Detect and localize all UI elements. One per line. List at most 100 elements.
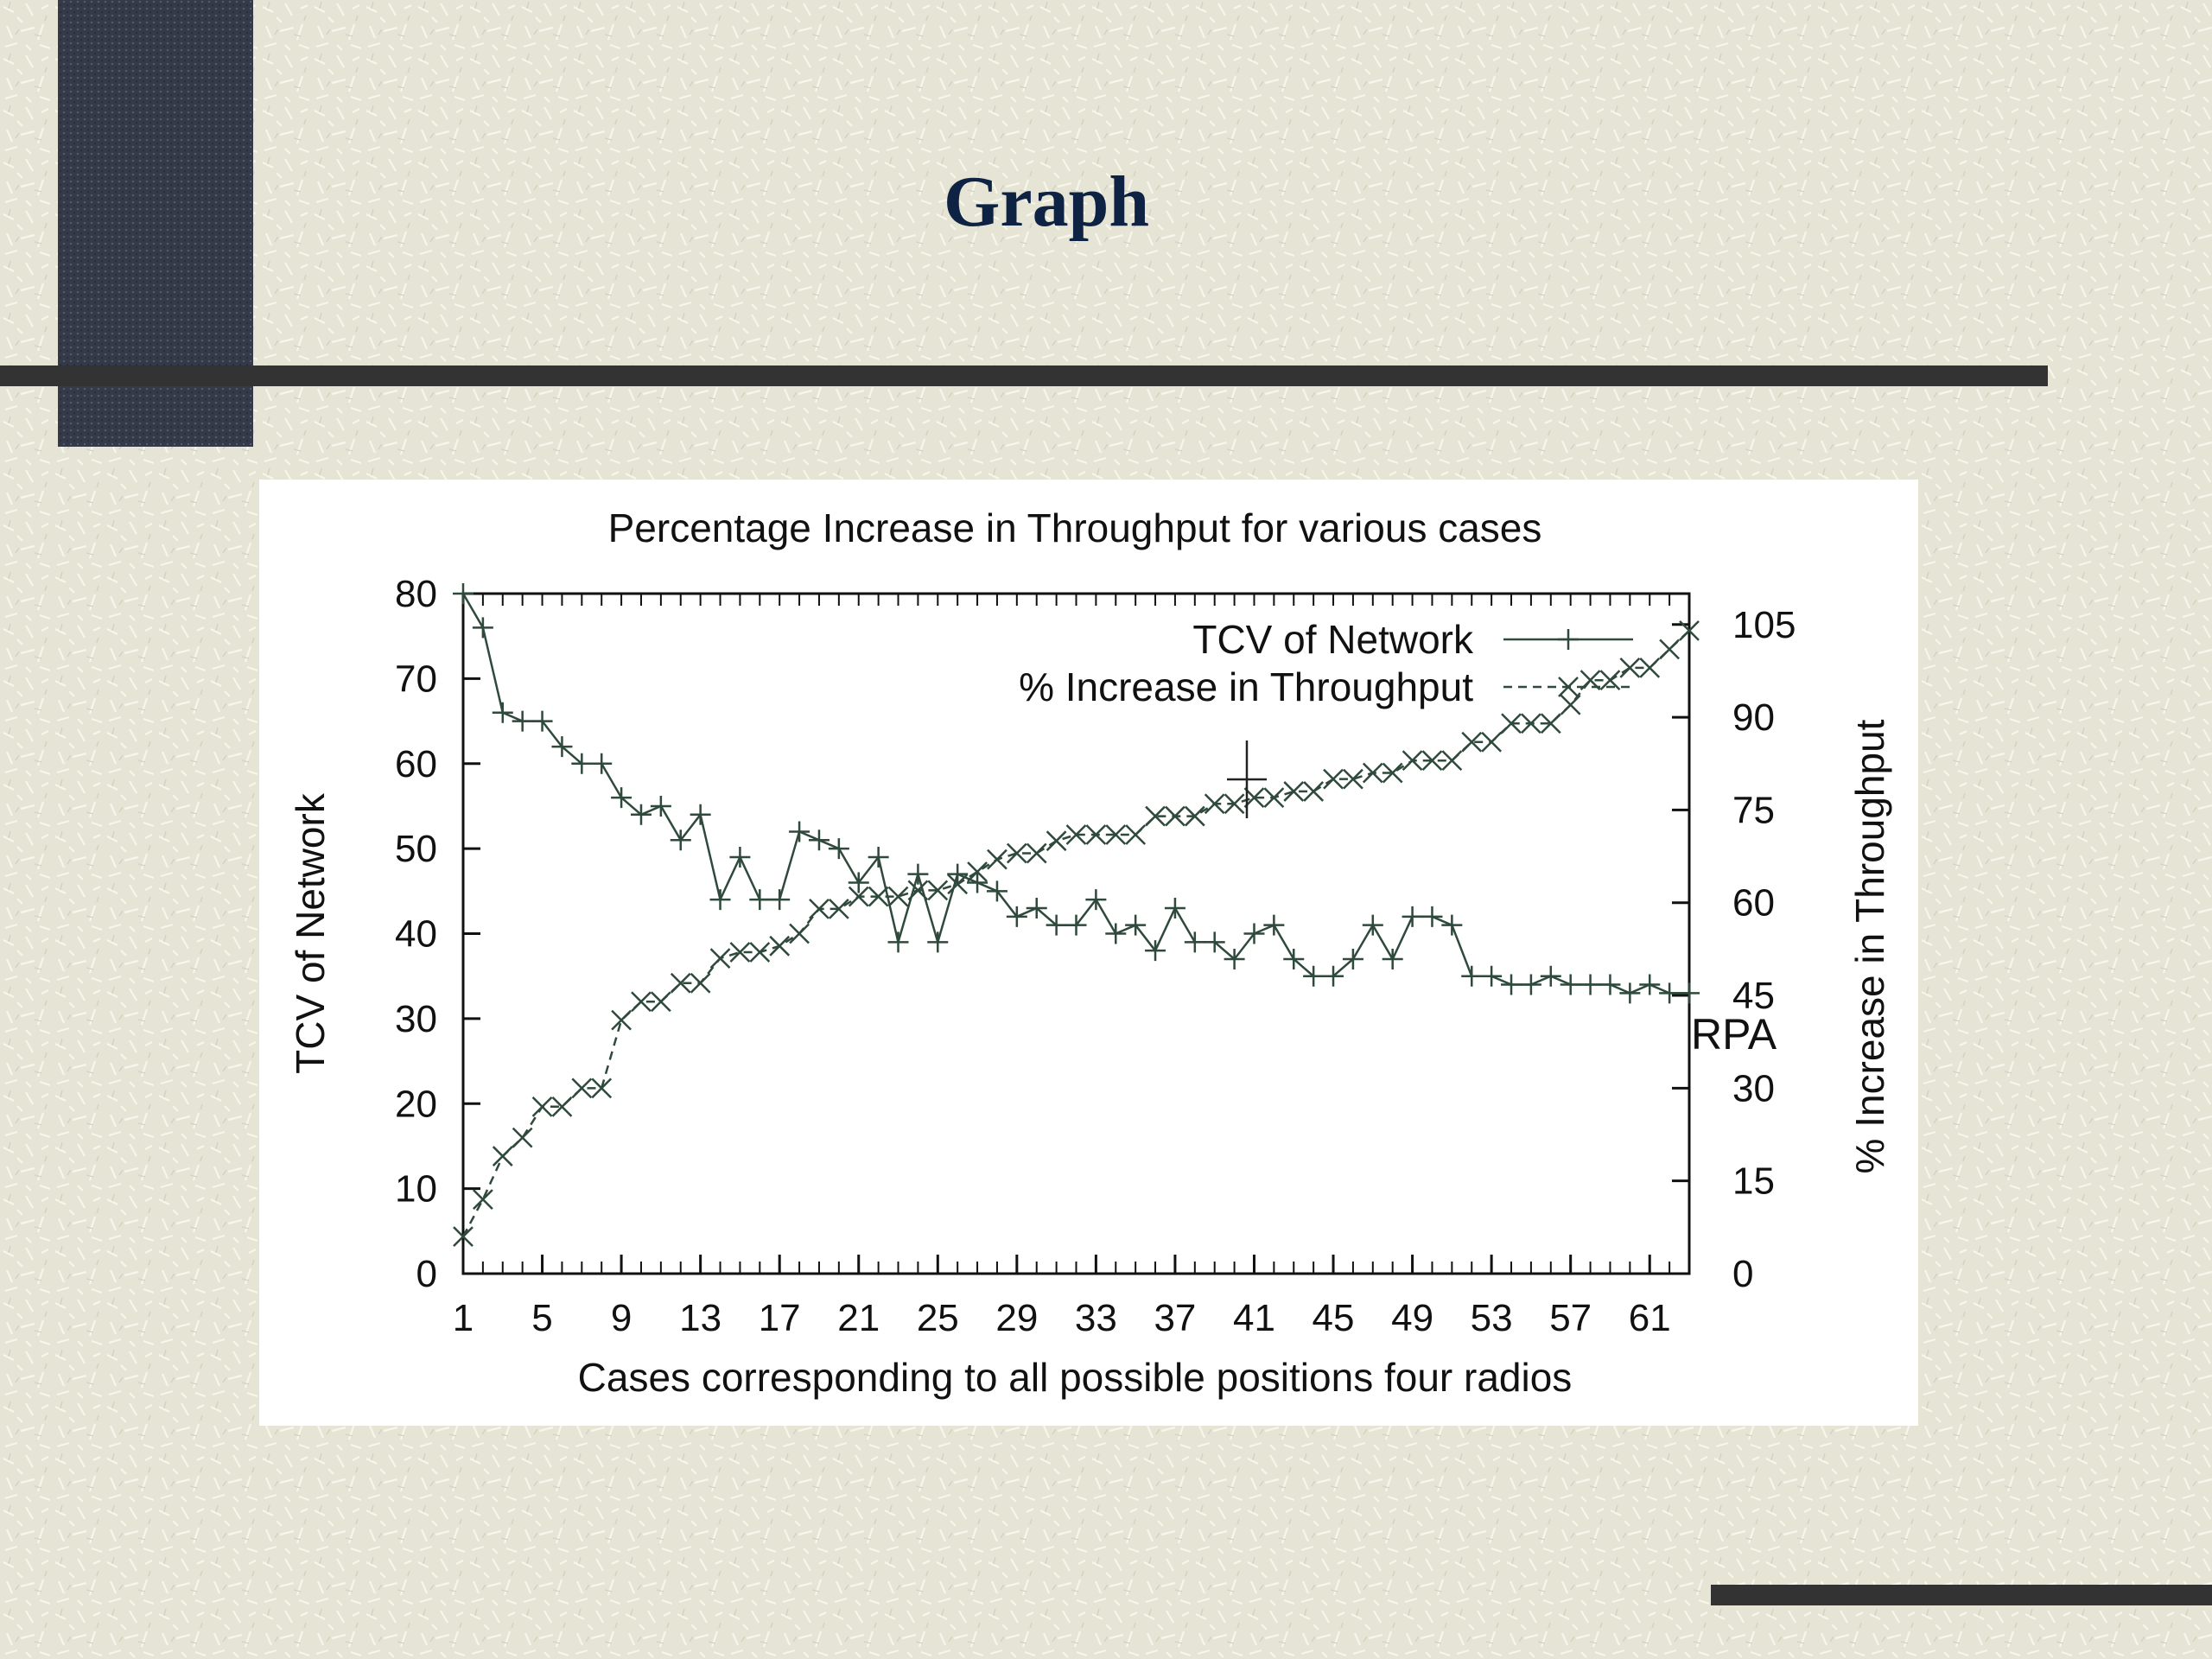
throughput-data-point bbox=[789, 923, 810, 944]
tcv-data-point bbox=[868, 846, 889, 868]
throughput-data-point bbox=[670, 972, 691, 994]
throughput-data-point bbox=[631, 991, 652, 1013]
x-tick-label: 1 bbox=[453, 1297, 474, 1339]
throughput-data-point bbox=[987, 849, 1007, 870]
y-right-tick-label: 45 bbox=[1732, 975, 1775, 1017]
tcv-data-point bbox=[1243, 923, 1265, 944]
throughput-data-point bbox=[769, 935, 791, 957]
throughput-data-point bbox=[749, 942, 771, 963]
throughput-data-point bbox=[591, 1077, 613, 1099]
throughput-data-point bbox=[1105, 824, 1127, 845]
throughput-data-point bbox=[1204, 793, 1225, 815]
tcv-data-point bbox=[611, 787, 632, 809]
legend-marker-plus bbox=[1558, 629, 1579, 650]
tcv-data-point bbox=[887, 931, 909, 953]
y-left-axis-label: TCV of Network bbox=[288, 792, 333, 1074]
throughput-data-point bbox=[1461, 731, 1483, 753]
throughput-data-point bbox=[848, 886, 869, 907]
tcv-data-point bbox=[453, 583, 474, 604]
crosshair-cursor-icon bbox=[1227, 741, 1267, 818]
throughput-data-point bbox=[473, 1189, 493, 1211]
throughput-data-point bbox=[927, 880, 949, 901]
throughput-data-point bbox=[907, 880, 929, 901]
tcv-data-point bbox=[789, 821, 810, 842]
legend-marker-x bbox=[1558, 677, 1579, 697]
tcv-data-point bbox=[551, 736, 573, 758]
x-tick-label: 9 bbox=[611, 1297, 632, 1339]
tcv-data-point bbox=[492, 702, 513, 723]
x-tick-label: 41 bbox=[1233, 1297, 1275, 1339]
tcv-data-point bbox=[1421, 906, 1443, 927]
throughput-data-point bbox=[650, 991, 671, 1013]
tcv-data-point bbox=[1204, 931, 1225, 953]
throughput-data-point bbox=[1145, 805, 1166, 827]
throughput-data-point bbox=[1006, 842, 1027, 864]
y-right-tick-label: 0 bbox=[1732, 1253, 1753, 1295]
throughput-data-point bbox=[729, 942, 751, 963]
throughput-data-point bbox=[1165, 805, 1185, 827]
tcv-data-point bbox=[808, 830, 830, 851]
y-right-tick-label: 30 bbox=[1732, 1067, 1775, 1109]
throughput-data-point bbox=[1283, 781, 1305, 802]
throughput-data-point bbox=[947, 874, 969, 895]
tcv-data-point bbox=[571, 753, 593, 774]
tcv-data-point bbox=[1224, 949, 1245, 970]
tcv-data-point bbox=[1164, 897, 1185, 918]
slide-title: Graph bbox=[944, 162, 1150, 242]
y-right-tick-label: 15 bbox=[1732, 1160, 1775, 1203]
tcv-data-point bbox=[1520, 974, 1541, 995]
tcv-data-point bbox=[1085, 889, 1107, 911]
x-tick-label: 33 bbox=[1075, 1297, 1117, 1339]
y-left-tick-label: 20 bbox=[395, 1083, 437, 1125]
tcv-data-point bbox=[1065, 914, 1087, 936]
throughput-data-point bbox=[1679, 620, 1700, 641]
chart-canvas bbox=[259, 480, 1918, 1426]
y-left-tick-label: 10 bbox=[395, 1168, 437, 1211]
tcv-data-point bbox=[709, 889, 731, 911]
tcv-data-point bbox=[591, 753, 613, 774]
tcv-data-point bbox=[1006, 906, 1027, 927]
y-left-tick-label: 50 bbox=[395, 828, 437, 870]
throughput-data-point bbox=[1540, 713, 1561, 734]
tcv-data-point bbox=[1580, 974, 1601, 995]
y-left-tick-label: 30 bbox=[395, 998, 437, 1040]
y-right-tick-label: 105 bbox=[1732, 604, 1796, 646]
tcv-data-point bbox=[769, 889, 791, 911]
legend-label-throughput: % Increase in Throughput bbox=[1019, 664, 1473, 709]
y-right-tick-label: 90 bbox=[1732, 696, 1775, 739]
throughput-data-point bbox=[1639, 657, 1661, 678]
throughput-data-point bbox=[453, 1226, 474, 1247]
legend-label-tcv: TCV of Network bbox=[1192, 617, 1474, 662]
throughput-data-point bbox=[1619, 657, 1641, 678]
throughput-data-point bbox=[1402, 750, 1423, 772]
throughput-data-point bbox=[709, 948, 731, 969]
throughput-data-point bbox=[868, 886, 889, 907]
x-tick-label: 49 bbox=[1391, 1297, 1433, 1339]
y-left-tick-label: 60 bbox=[395, 743, 437, 785]
tcv-data-point bbox=[1619, 982, 1641, 1004]
y-right-tick-label: 60 bbox=[1732, 882, 1775, 925]
tcv-data-point bbox=[1125, 914, 1147, 936]
y-left-tick-label: 80 bbox=[395, 573, 437, 615]
tcv-data-point bbox=[1026, 897, 1047, 918]
tcv-data-point bbox=[1461, 965, 1483, 987]
throughput-data-point bbox=[1501, 713, 1522, 734]
throughput-data-point bbox=[1560, 694, 1581, 715]
x-tick-label: 17 bbox=[759, 1297, 801, 1339]
x-axis-label: Cases corresponding to all possible posi… bbox=[578, 1355, 1573, 1400]
throughput-data-point bbox=[1224, 793, 1245, 815]
tcv-data-point bbox=[1362, 914, 1383, 936]
throughput-data-point bbox=[1085, 824, 1107, 845]
x-tick-label: 21 bbox=[837, 1297, 880, 1339]
x-tick-label: 13 bbox=[679, 1297, 721, 1339]
y-right-axis-label: % Increase in Throughput bbox=[1847, 719, 1892, 1173]
y-right-tick-label: 75 bbox=[1732, 789, 1775, 831]
tcv-data-point bbox=[1540, 965, 1561, 987]
tcv-data-point bbox=[1145, 940, 1166, 962]
throughput-data-point bbox=[1343, 768, 1363, 790]
x-tick-label: 29 bbox=[995, 1297, 1038, 1339]
tcv-data-point bbox=[1679, 982, 1700, 1004]
throughput-data-point bbox=[690, 972, 711, 994]
throughput-data-point bbox=[967, 861, 988, 882]
